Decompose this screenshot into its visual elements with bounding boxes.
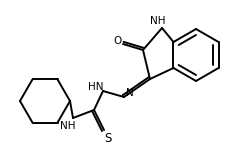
Text: NH: NH <box>150 16 166 26</box>
Text: O: O <box>113 36 121 46</box>
Text: S: S <box>104 131 112 145</box>
Text: HN: HN <box>88 82 104 92</box>
Text: NH: NH <box>60 121 76 131</box>
Text: N: N <box>126 88 134 98</box>
